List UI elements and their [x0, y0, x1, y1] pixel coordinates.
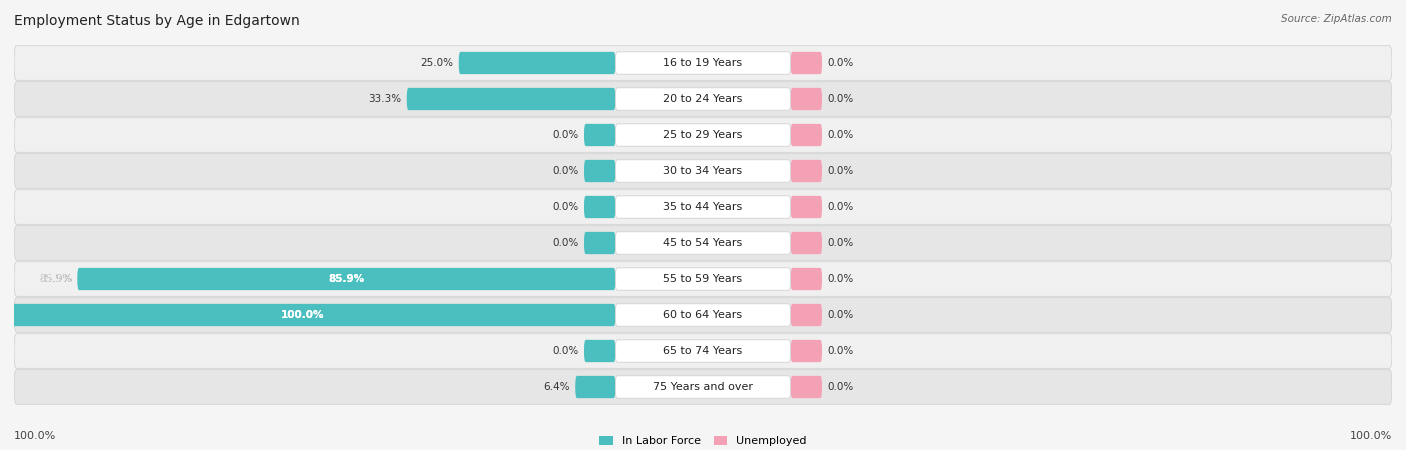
Text: 85.9%: 85.9% [39, 274, 72, 284]
Text: 0.0%: 0.0% [827, 94, 853, 104]
FancyBboxPatch shape [14, 46, 1392, 80]
FancyBboxPatch shape [616, 376, 790, 398]
FancyBboxPatch shape [14, 82, 1392, 116]
Text: 85.9%: 85.9% [328, 274, 364, 284]
Text: 0.0%: 0.0% [827, 382, 853, 392]
Text: 100.0%: 100.0% [14, 431, 56, 441]
FancyBboxPatch shape [14, 154, 1392, 188]
FancyBboxPatch shape [790, 124, 823, 146]
FancyBboxPatch shape [790, 160, 823, 182]
Text: Source: ZipAtlas.com: Source: ZipAtlas.com [1281, 14, 1392, 23]
FancyBboxPatch shape [790, 88, 823, 110]
Text: 0.0%: 0.0% [827, 130, 853, 140]
FancyBboxPatch shape [14, 334, 1392, 368]
Text: 6.4%: 6.4% [544, 382, 571, 392]
Text: 33.3%: 33.3% [368, 94, 402, 104]
FancyBboxPatch shape [14, 298, 1392, 332]
FancyBboxPatch shape [583, 196, 616, 218]
FancyBboxPatch shape [583, 340, 616, 362]
Text: 100.0%: 100.0% [280, 310, 323, 320]
Text: 0.0%: 0.0% [553, 202, 579, 212]
FancyBboxPatch shape [616, 52, 790, 74]
Text: 25 to 29 Years: 25 to 29 Years [664, 130, 742, 140]
FancyBboxPatch shape [583, 232, 616, 254]
FancyBboxPatch shape [406, 88, 616, 110]
FancyBboxPatch shape [583, 160, 616, 182]
FancyBboxPatch shape [14, 370, 1392, 404]
Text: 0.0%: 0.0% [827, 274, 853, 284]
FancyBboxPatch shape [458, 52, 616, 74]
FancyBboxPatch shape [790, 232, 823, 254]
FancyBboxPatch shape [790, 52, 823, 74]
Text: 0.0%: 0.0% [553, 346, 579, 356]
FancyBboxPatch shape [790, 196, 823, 218]
FancyBboxPatch shape [14, 190, 1392, 224]
Text: 25.0%: 25.0% [420, 58, 454, 68]
FancyBboxPatch shape [790, 376, 823, 398]
FancyBboxPatch shape [790, 304, 823, 326]
Text: 30 to 34 Years: 30 to 34 Years [664, 166, 742, 176]
Text: 0.0%: 0.0% [827, 310, 853, 320]
Legend: In Labor Force, Unemployed: In Labor Force, Unemployed [599, 436, 807, 446]
Text: 0.0%: 0.0% [553, 130, 579, 140]
Text: 65 to 74 Years: 65 to 74 Years [664, 346, 742, 356]
Text: 55 to 59 Years: 55 to 59 Years [664, 274, 742, 284]
FancyBboxPatch shape [616, 196, 790, 218]
Text: Employment Status by Age in Edgartown: Employment Status by Age in Edgartown [14, 14, 299, 27]
Text: 85.9%: 85.9% [328, 274, 364, 284]
FancyBboxPatch shape [790, 268, 823, 290]
FancyBboxPatch shape [616, 232, 790, 254]
Text: 20 to 24 Years: 20 to 24 Years [664, 94, 742, 104]
Text: 100.0%: 100.0% [280, 310, 323, 320]
Text: 75 Years and over: 75 Years and over [652, 382, 754, 392]
Text: 0.0%: 0.0% [827, 166, 853, 176]
FancyBboxPatch shape [616, 88, 790, 110]
FancyBboxPatch shape [14, 118, 1392, 152]
Text: 16 to 19 Years: 16 to 19 Years [664, 58, 742, 68]
FancyBboxPatch shape [616, 304, 790, 326]
Text: 35 to 44 Years: 35 to 44 Years [664, 202, 742, 212]
FancyBboxPatch shape [790, 340, 823, 362]
FancyBboxPatch shape [583, 124, 616, 146]
Text: 0.0%: 0.0% [827, 238, 853, 248]
FancyBboxPatch shape [616, 160, 790, 182]
Text: 0.0%: 0.0% [827, 58, 853, 68]
FancyBboxPatch shape [77, 268, 616, 290]
Text: 85.9%: 85.9% [39, 274, 72, 284]
Text: 0.0%: 0.0% [553, 166, 579, 176]
FancyBboxPatch shape [616, 268, 790, 290]
FancyBboxPatch shape [14, 262, 1392, 296]
FancyBboxPatch shape [616, 124, 790, 146]
FancyBboxPatch shape [575, 376, 616, 398]
FancyBboxPatch shape [14, 226, 1392, 260]
Text: 60 to 64 Years: 60 to 64 Years [664, 310, 742, 320]
FancyBboxPatch shape [616, 340, 790, 362]
Text: 0.0%: 0.0% [553, 238, 579, 248]
Text: 100.0%: 100.0% [1350, 431, 1392, 441]
FancyBboxPatch shape [0, 304, 616, 326]
Text: 0.0%: 0.0% [827, 202, 853, 212]
Text: 0.0%: 0.0% [827, 346, 853, 356]
Text: 45 to 54 Years: 45 to 54 Years [664, 238, 742, 248]
